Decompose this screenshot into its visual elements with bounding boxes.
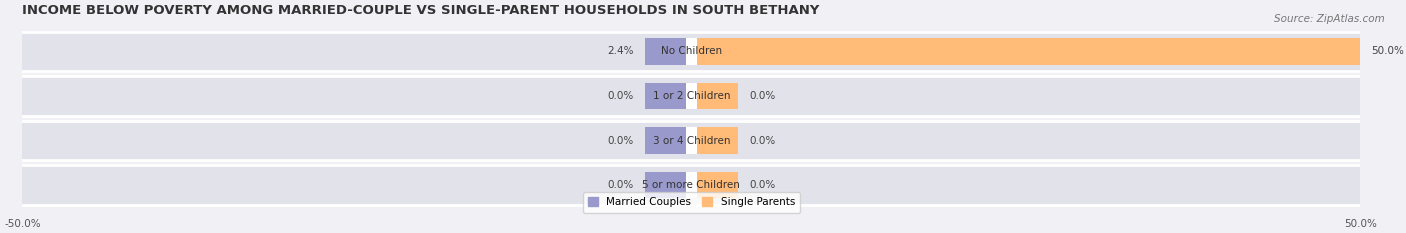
Bar bbox=[692, 83, 738, 109]
Text: 0.0%: 0.0% bbox=[607, 180, 634, 190]
Bar bbox=[686, 38, 697, 65]
Text: 5 or more Children: 5 or more Children bbox=[643, 180, 741, 190]
Bar bbox=[644, 38, 692, 65]
Bar bbox=[686, 172, 697, 198]
Text: 2.4%: 2.4% bbox=[607, 46, 634, 56]
Bar bbox=[692, 172, 738, 198]
Bar bbox=[22, 32, 1360, 71]
Text: 50.0%: 50.0% bbox=[1371, 46, 1403, 56]
Bar bbox=[692, 127, 738, 154]
Text: No Children: No Children bbox=[661, 46, 721, 56]
Bar bbox=[692, 38, 1360, 65]
Bar bbox=[22, 76, 1360, 116]
Text: Source: ZipAtlas.com: Source: ZipAtlas.com bbox=[1274, 14, 1385, 24]
Bar bbox=[22, 121, 1360, 160]
Text: INCOME BELOW POVERTY AMONG MARRIED-COUPLE VS SINGLE-PARENT HOUSEHOLDS IN SOUTH B: INCOME BELOW POVERTY AMONG MARRIED-COUPL… bbox=[22, 4, 820, 17]
Text: 3 or 4 Children: 3 or 4 Children bbox=[652, 136, 730, 145]
Text: 1 or 2 Children: 1 or 2 Children bbox=[652, 91, 730, 101]
Bar bbox=[644, 127, 692, 154]
Text: 0.0%: 0.0% bbox=[607, 91, 634, 101]
Bar bbox=[644, 83, 692, 109]
Text: 0.0%: 0.0% bbox=[749, 136, 775, 145]
Text: 0.0%: 0.0% bbox=[607, 136, 634, 145]
Bar bbox=[686, 127, 697, 154]
Bar bbox=[22, 165, 1360, 205]
Bar bbox=[686, 83, 697, 109]
Text: 0.0%: 0.0% bbox=[749, 180, 775, 190]
Text: 0.0%: 0.0% bbox=[749, 91, 775, 101]
Bar bbox=[644, 172, 692, 198]
Legend: Married Couples, Single Parents: Married Couples, Single Parents bbox=[582, 192, 800, 212]
